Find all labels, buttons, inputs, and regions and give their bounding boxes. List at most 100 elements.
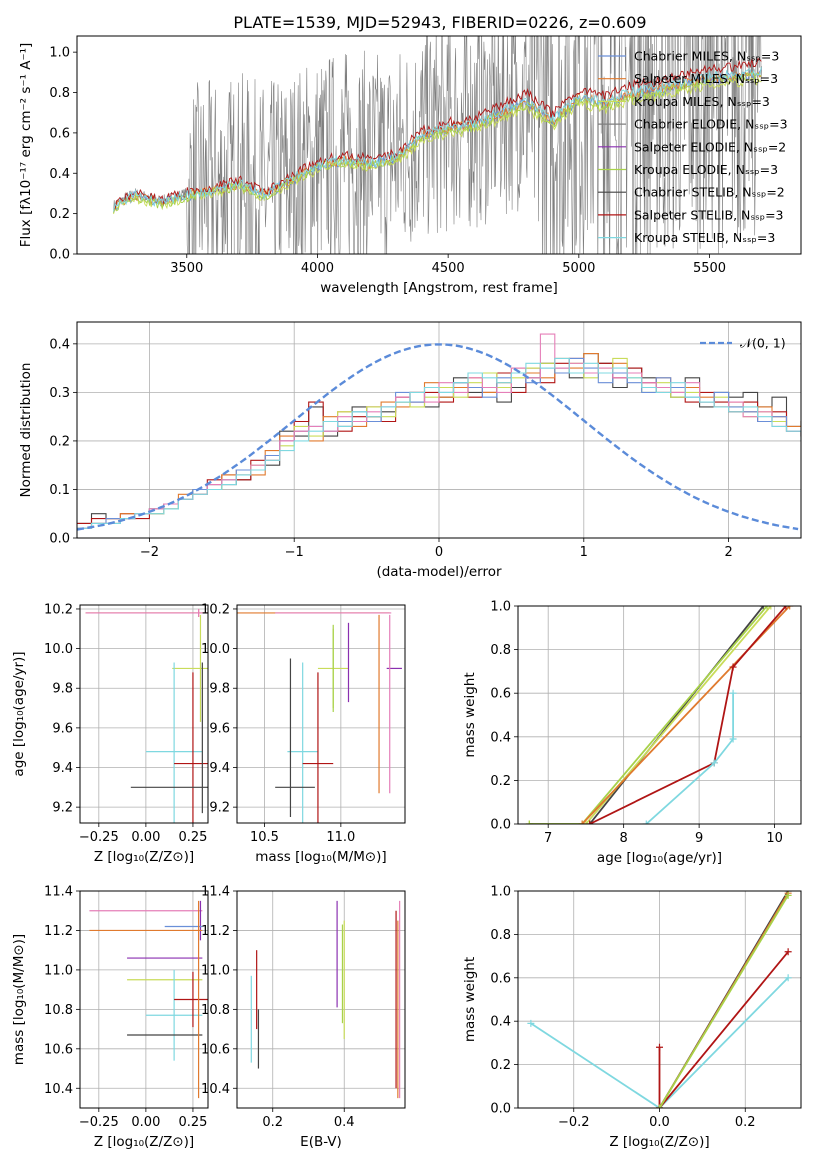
x-tick-label: −0.2 [558, 1115, 590, 1130]
legend-label: Salpeter STELIB, Nₛₛₚ=3 [634, 207, 784, 222]
x-tick-label: 5500 [693, 261, 726, 276]
axes-frame [236, 604, 406, 824]
y-tick-label: 0.6 [49, 126, 70, 141]
y-tick-label: 0.8 [490, 643, 511, 658]
plot-area [250, 900, 401, 1099]
y-tick-label: 10.6 [201, 1042, 230, 1057]
y-tick-label: 11.2 [201, 924, 230, 939]
histogram-series [77, 353, 801, 524]
x-tick-label: 11.0 [326, 830, 355, 845]
cumulative-marker [759, 606, 767, 610]
y-axis-label: age [log₁₀(age/yr)] [11, 651, 27, 776]
legend-label: Salpeter ELODIE, Nₛₛₚ=2 [634, 139, 786, 154]
y-tick-label: 9.2 [52, 801, 73, 816]
y-tick-label: 0.4 [49, 167, 70, 182]
y-axis-label: mass weight [462, 957, 478, 1042]
y-tick-label: 10.4 [201, 1082, 230, 1097]
legend: Chabrier MILES, Nₛₛₚ=3 Salpeter MILES, Nₛ… [598, 49, 788, 245]
y-tick-label: 1.0 [490, 885, 511, 900]
x-tick-label: 0.2 [262, 1115, 283, 1130]
y-tick-label: 9.6 [209, 721, 230, 736]
y-tick-label: 9.4 [52, 761, 73, 776]
y-tick-label: 10.6 [44, 1042, 73, 1057]
cumulative-marker [527, 1019, 535, 1027]
x-tick-label: −2 [140, 545, 159, 560]
y-tick-label: 10.8 [201, 1003, 230, 1018]
cumulative-marker [784, 891, 792, 899]
y-axis-label: mass weight [462, 672, 478, 757]
x-tick-label: 0.0 [649, 1115, 670, 1130]
y-tick-label: 11.0 [44, 963, 73, 978]
x-tick-label: 3500 [170, 261, 203, 276]
y-tick-label: 0.2 [490, 774, 511, 789]
legend: 𝒩(0, 1) [700, 336, 786, 351]
histogram-series [77, 333, 801, 529]
x-axis-label: Z [log₁₀(Z/Z⊙)] [94, 1134, 194, 1150]
cumulative-line [529, 606, 772, 824]
y-tick-label: 9.2 [209, 801, 230, 816]
data-spectrum-line [113, 36, 762, 254]
x-tick-label: 0.25 [178, 830, 207, 845]
x-axis-label: Z [log₁₀(Z/Z⊙)] [609, 1134, 709, 1150]
x-tick-label: 1 [580, 545, 588, 560]
y-tick-label: 9.8 [209, 682, 230, 697]
legend-label: Chabrier ELODIE, Nₛₛₚ=3 [634, 117, 788, 132]
plot-area [113, 36, 762, 254]
cumulative-marker [729, 663, 737, 671]
legend-label: Kroupa STELIB, Nₛₛₚ=3 [634, 230, 775, 245]
cumulative-marker [582, 820, 590, 824]
plot-area [525, 606, 794, 824]
x-tick-label: 8 [620, 831, 628, 846]
y-tick-label: 10.0 [201, 642, 230, 657]
x-tick-label: 5000 [562, 261, 595, 276]
cumulative-line [530, 977, 789, 1108]
legend-label: Kroupa MILES, Nₛₛₚ=3 [634, 94, 770, 109]
y-tick-label: 11.4 [201, 885, 230, 900]
y-tick-label: 9.8 [52, 682, 73, 697]
x-axis-label: Z [log₁₀(Z/Z⊙)] [94, 849, 194, 865]
axes-frame [76, 35, 802, 255]
panel-age_vs_mass: 10.5 11.0 9.2 9.4 9.6 9.8 10.0 10.2 mass [log₁₀(… [201, 602, 406, 865]
model-spectrum-line [113, 71, 762, 214]
x-axis-label: mass [log₁₀(M/M⊙)] [255, 849, 386, 865]
cumulative-line [529, 606, 768, 824]
x-tick-label: 0.25 [178, 1115, 207, 1130]
y-tick-label: 11.2 [44, 924, 73, 939]
x-tick-label: 9 [695, 831, 703, 846]
x-tick-label: −0.25 [79, 830, 119, 845]
y-tick-label: 0.4 [49, 337, 70, 352]
y-axis-label: Flux [fλ10⁻¹⁷ erg cm⁻² s⁻¹ A⁻¹] [18, 43, 34, 248]
plot-area [237, 612, 402, 823]
axes-frame [517, 890, 802, 1109]
axes-frame [79, 890, 209, 1109]
y-tick-label: 0.8 [49, 86, 70, 101]
plot-area [89, 900, 208, 1099]
cumulative-marker [784, 974, 792, 982]
panel-mass_vs_EBV: 0.2 0.4 10.4 10.6 10.8 11.0 11.2 11.4 E(B-V) [201, 885, 406, 1150]
plot-area [77, 333, 801, 531]
y-tick-label: 0.6 [490, 687, 511, 702]
y-tick-label: 10.2 [44, 602, 73, 617]
x-tick-label: 0.00 [131, 1115, 160, 1130]
axes-frame [517, 605, 802, 825]
plot-area [85, 608, 208, 823]
axes-frame [76, 321, 802, 539]
axes-frame [79, 604, 209, 824]
y-tick-label: 1.0 [490, 600, 511, 615]
x-axis-label: (data-model)/error [376, 564, 502, 580]
y-tick-label: 10.2 [201, 602, 230, 617]
x-axis-label: age [log₁₀(age/yr)] [597, 850, 722, 866]
y-tick-label: 0.4 [490, 730, 511, 745]
y-tick-label: 11.4 [44, 885, 73, 900]
legend-label: Kroupa ELODIE, Nₛₛₚ=3 [634, 162, 778, 177]
panel-spectrum: 3500 4000 4500 5000 5500 0.0 0.2 0.4 0.6 0.8 1.0 wa… [18, 35, 802, 296]
y-tick-label: 10.4 [44, 1082, 73, 1097]
y-axis-label: mass [log₁₀(M/M⊙)] [11, 934, 27, 1065]
legend-label: Chabrier STELIB, Nₛₛₚ=2 [634, 185, 785, 200]
y-tick-label: 0.2 [49, 434, 70, 449]
y-tick-label: 0.0 [49, 532, 70, 547]
panel-residuals: −2 −1 0 1 2 0.0 0.1 0.2 0.3 0.4 (data-model)/error… [18, 321, 802, 580]
x-tick-label: 0.4 [334, 1115, 355, 1130]
y-tick-label: 1.0 [49, 46, 70, 61]
